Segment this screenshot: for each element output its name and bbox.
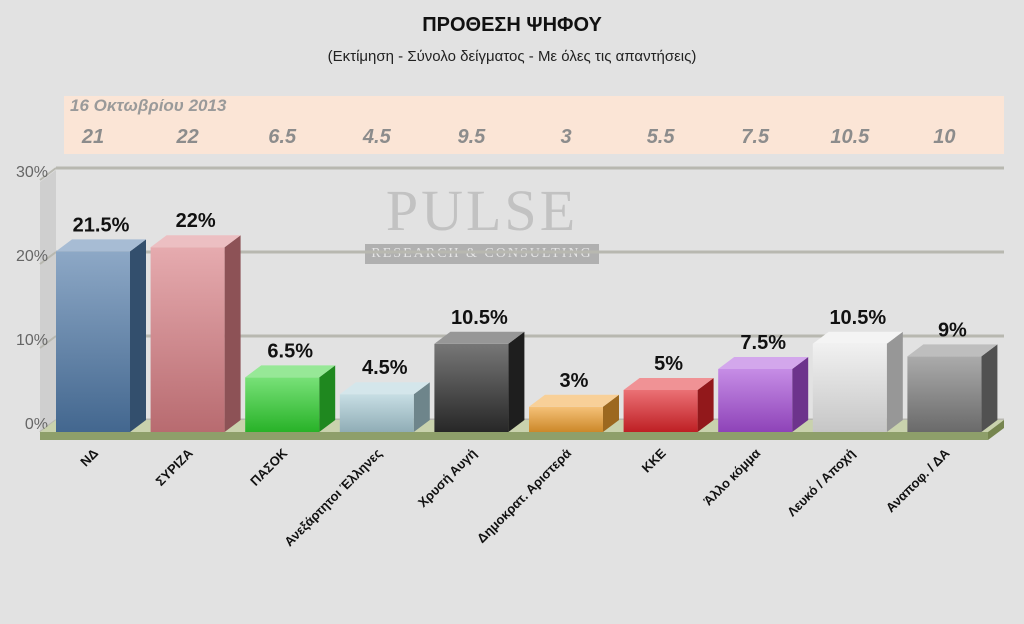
data-label: 7.5% (740, 332, 786, 354)
pulse-watermark-logo: PULSE RESEARCH & CONSULTING (364, 180, 600, 264)
bar (812, 343, 887, 432)
bar (907, 356, 982, 432)
comparison-value: 7.5 (741, 126, 770, 148)
x-tick-label: Λευκό / Αποχή (784, 445, 858, 519)
bar (434, 343, 509, 432)
comparison-value: 9.5 (457, 126, 486, 148)
data-label: 6.5% (267, 340, 313, 362)
data-label: 5% (654, 353, 683, 375)
bar-side (697, 378, 714, 432)
y-tick-label: 10% (16, 332, 48, 349)
comparison-band (64, 96, 1004, 154)
watermark-main: PULSE (385, 178, 579, 243)
data-label: 9% (938, 319, 967, 341)
bar-side (886, 331, 903, 432)
data-label: 3% (560, 370, 589, 392)
bar-top (434, 331, 525, 344)
comparison-value: 10.5 (830, 126, 870, 148)
bar-top (812, 331, 903, 344)
x-tick-label: Δημοκρατ. Αριστερά (474, 446, 574, 546)
bar-top (245, 365, 336, 378)
bar-top (339, 382, 430, 395)
data-label: 10.5% (829, 307, 886, 329)
bar-top (529, 394, 619, 407)
bar-side (603, 394, 619, 432)
bar (56, 251, 130, 432)
comparison-value: 4.5 (362, 126, 391, 148)
bar-top (623, 378, 714, 390)
comparison-value: 5.5 (646, 126, 675, 148)
bar-top (718, 357, 809, 369)
bar-side (792, 357, 809, 432)
gridline-connector (39, 335, 57, 349)
bar-top (56, 239, 146, 252)
y-tick-label: 20% (16, 248, 48, 265)
comparison-value: 21 (81, 126, 105, 148)
x-tick-label: Αναποφ. / ΔΑ (883, 445, 953, 515)
bar (529, 406, 603, 432)
axis-wall (40, 170, 56, 432)
bar (339, 394, 414, 432)
y-tick-label: 30% (16, 164, 48, 181)
comparison-value: 22 (176, 126, 199, 148)
gridline-connector (39, 251, 57, 265)
x-tick-label: Άλλο κόμμα (700, 446, 763, 509)
data-label: 10.5% (451, 307, 508, 329)
bar-top (150, 235, 241, 248)
bar-top (907, 344, 998, 357)
data-label: 4.5% (362, 357, 408, 379)
chart-title: ΠΡΟΘΕΣΗ ΨΗΦΟΥ (422, 14, 602, 36)
comparison-label: 16 Οκτωβρίου 2013 (70, 96, 227, 115)
x-tick-label: ΣΥΡΙΖΑ (153, 445, 197, 489)
bar (623, 390, 698, 432)
bar-side (413, 382, 430, 432)
chart-floor-side (988, 420, 1004, 440)
comparison-value: 10 (933, 126, 956, 148)
comparison-value: 6.5 (268, 126, 297, 148)
bar-side (224, 235, 241, 432)
y-tick-label: 0% (25, 416, 48, 433)
data-label: 21.5% (73, 214, 130, 236)
x-tick-label: ΠΑΣΟΚ (247, 445, 291, 489)
bar (245, 377, 320, 432)
chart-floor-edge (40, 432, 988, 440)
comparison-value: 3 (560, 126, 572, 148)
bar-side (981, 344, 998, 432)
x-tick-label: Χρυσή Αυγή (415, 445, 480, 510)
bar (718, 369, 793, 432)
gridline-connector (39, 167, 57, 181)
x-tick-label: Ανεξάρτητοι Έλληνες (281, 445, 385, 549)
x-tick-label: ΝΔ (77, 446, 101, 470)
x-tick-label: ΚΚΕ (639, 445, 669, 475)
bar-side (130, 239, 146, 432)
chart-subtitle: (Εκτίμηση - Σύνολο δείγματος - Με όλες τ… (327, 48, 697, 65)
bar (150, 247, 225, 432)
data-label: 22% (176, 210, 216, 232)
bar-side (508, 331, 525, 432)
bar-side (319, 365, 336, 432)
